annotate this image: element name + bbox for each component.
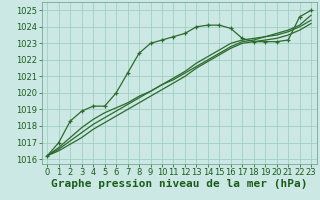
X-axis label: Graphe pression niveau de la mer (hPa): Graphe pression niveau de la mer (hPa) bbox=[51, 179, 308, 189]
